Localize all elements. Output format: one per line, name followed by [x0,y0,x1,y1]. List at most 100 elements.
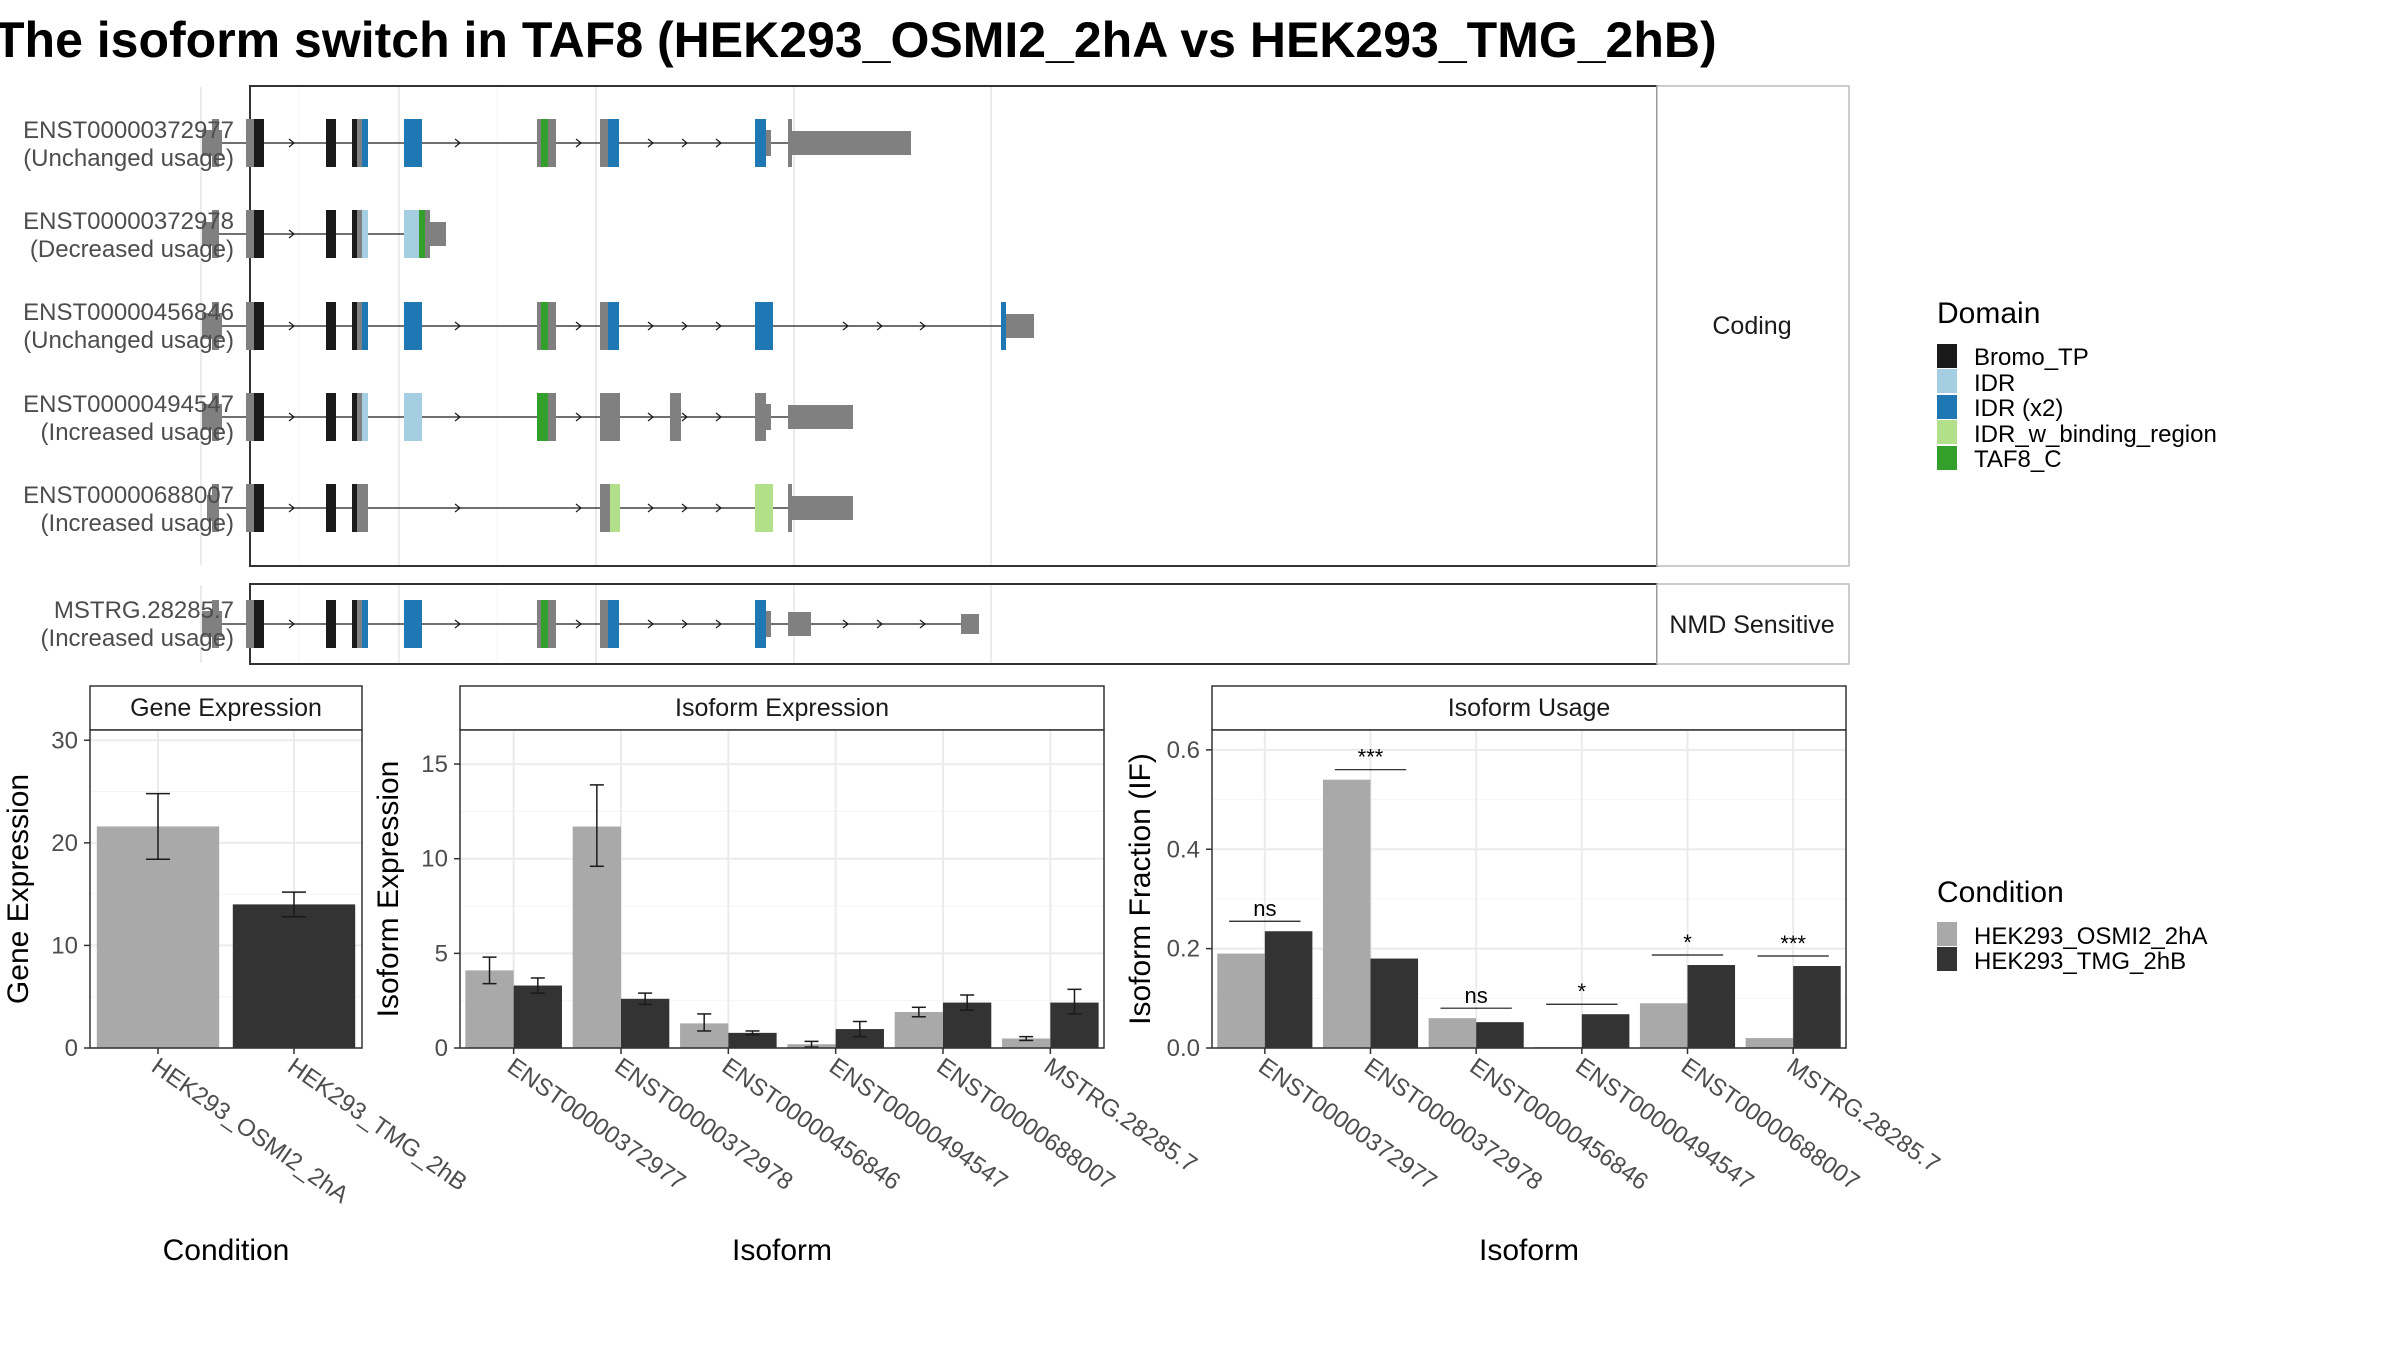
transcript-tracks [202,119,1034,532]
strand-arrow [288,229,295,239]
condition-legend: Condition HEK293_OSMI2_2hA HEK293_TMG_2h… [1937,876,2207,975]
exon-block [600,119,608,167]
exon-block [537,600,541,648]
x-tick-label: ENST00000372978 [610,1053,798,1196]
exon-block [537,393,548,441]
transcript-labels: ENST00000372977 (Unchanged usage) ENST00… [23,117,234,652]
bar [621,998,670,1048]
bar [1581,1014,1630,1048]
exon-block [254,210,264,258]
transcript-status-label: (Decreased usage) [30,236,234,263]
legend-key-osmi2 [1937,922,1957,946]
exon-block [357,302,362,350]
bar [1687,965,1736,1048]
exon-block [352,484,357,532]
exon-block [254,119,264,167]
exon-block [246,600,254,648]
panel-strip [459,685,1105,731]
x-tick-label: ENST00000688007 [932,1053,1120,1196]
exon-block [362,600,368,648]
condition-legend-title: Condition [1937,876,2064,909]
x-tick-label: ENST00000372978 [1359,1053,1547,1196]
y-tick-label: 0 [65,1035,78,1062]
significance-label: * [1578,979,1587,1004]
bar [835,1029,884,1048]
isoform-expression-panel: Isoform Expression051015ENST00000372977E… [372,685,1202,1267]
significance-label: *** [1358,745,1384,770]
y-tick-label: 0.0 [1167,1035,1200,1062]
transcript-id-label: ENST00000372978 [23,208,234,235]
legend-label-idr-w-binding-region: IDR_w_binding_region [1974,421,2217,448]
exon-block [419,210,425,258]
exon-block [212,484,219,532]
structure-panel-nmd: NMD Sensitive [200,583,1850,665]
gene-expression-panel: Gene Expression0102030HEK293_OSMI2_2hAHE… [2,685,472,1267]
exon-block [755,119,766,167]
exon-block [212,119,219,167]
exon-block [326,302,336,350]
exon-block [548,600,556,648]
y-tick-label: 30 [51,727,78,754]
y-tick-label: 20 [51,830,78,857]
bar [513,985,562,1048]
exon-block [326,484,336,532]
exon-block [212,600,219,648]
bar [1002,1038,1051,1048]
exon-block [326,210,336,258]
exon-block [548,302,556,350]
exon-block [788,612,811,636]
y-tick-label: 0.2 [1167,936,1200,963]
strand-arrow [575,138,582,148]
exon-block [404,393,422,441]
transcript-status-label: (Increased usage) [41,419,234,446]
x-tick-label: ENST00000372977 [1253,1053,1441,1196]
transcript-status-label: (Increased usage) [41,625,234,652]
exon-block [404,119,422,167]
exon-block [1001,302,1006,350]
bar [1793,966,1841,1048]
strand-arrow [681,503,688,513]
exon-block [548,119,556,167]
strand-arrow [454,503,461,513]
exon-block [246,119,254,167]
legend-label-idr: IDR [1974,370,2015,397]
strand-arrow [454,619,461,629]
exon-block [608,600,619,648]
structure-panel-coding: Coding [200,85,1850,567]
strand-arrow [715,412,722,422]
exon-block [246,484,254,532]
x-axis-title: Isoform [732,1234,832,1267]
bar [894,1012,943,1048]
exon-block [600,484,610,532]
y-axis-title: Gene Expression [2,774,35,1004]
strand-arrow [715,138,722,148]
exon-block [357,600,362,648]
exon-block [541,600,548,648]
legend-label-tmg: HEK293_TMG_2hB [1974,948,2186,975]
strand-arrow [681,321,688,331]
transcript-status-label: (Increased usage) [41,510,234,537]
exon-block [254,600,264,648]
exon-block [254,484,264,532]
strand-arrow [575,503,582,513]
transcript-id-label: ENST00000494547 [23,391,234,418]
plot-frame [459,729,1105,1049]
exon-block [766,611,771,637]
legend-label-idr-x2: IDR (x2) [1974,395,2063,422]
strand-arrow [454,321,461,331]
strand-arrow [575,412,582,422]
strand-arrow [647,503,654,513]
x-tick-label: ENST00000372977 [502,1053,690,1196]
strand-arrow [647,138,654,148]
exon-block [670,393,681,441]
panel-title: Gene Expression [130,694,322,722]
exon-block [600,600,608,648]
exon-block [246,393,254,441]
transcript-tracks [202,600,979,648]
plot-background [460,730,1104,1048]
transcript-status-label: (Unchanged usage) [23,327,234,354]
strand-arrow [288,321,295,331]
x-axis-title: Isoform [1479,1234,1579,1267]
legend-label-osmi2: HEK293_OSMI2_2hA [1974,923,2207,950]
